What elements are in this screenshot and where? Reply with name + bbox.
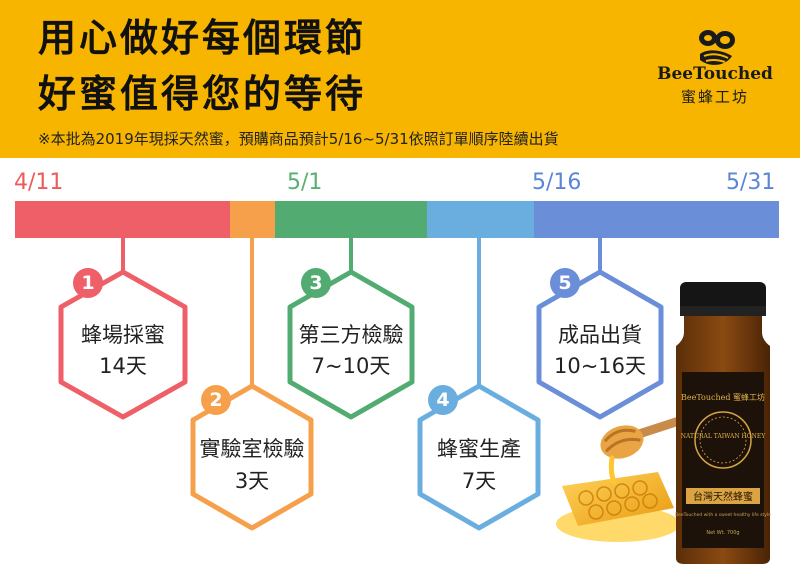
timeline-segment-4	[427, 201, 534, 238]
date-label-4-11: 4/11	[14, 170, 64, 195]
step-5-hexagon	[536, 269, 664, 420]
step-4-hexagon	[417, 383, 541, 531]
step-1-hexagon	[58, 269, 188, 420]
step-5-connector	[598, 238, 602, 272]
timeline-segment-3	[275, 201, 427, 238]
step-5-label: 成品出貨	[558, 323, 642, 347]
jar-sub-text: BeeTouched with a sweet healthy life sty…	[675, 512, 771, 518]
step-2-number: 2	[201, 385, 231, 415]
header-banner: 用心做好每個環節 好蜜值得您的等待 ※本批為2019年現採天然蜜，預購商品預計5…	[0, 0, 800, 158]
date-label-5-31: 5/31	[726, 170, 776, 195]
step-1-days: 14天	[99, 354, 147, 378]
step-2-hexagon	[190, 383, 314, 531]
step-2-connector	[250, 238, 254, 388]
jar-weight-text: Net Wt. 700g	[706, 530, 739, 536]
timeline-segment-5	[534, 201, 779, 238]
preorder-note: ※本批為2019年現採天然蜜，預購商品預計5/16~5/31依照訂單順序陸續出貨	[38, 130, 559, 148]
jar-brand-text: BeeTouched 蜜蜂工坊	[681, 392, 765, 402]
jar-badge-text: NATURAL TAIWAN HONEY	[681, 433, 767, 440]
timeline-segment-2	[230, 201, 275, 238]
title-line-1: 用心做好每個環節	[38, 16, 367, 60]
step-4-connector	[477, 238, 481, 388]
honey-product-image: BeeTouched 蜜蜂工坊 NATURAL TAIWAN HONEY 台灣天…	[556, 282, 771, 564]
step-5-days: 10~16天	[553, 354, 647, 378]
date-label-5-16: 5/16	[532, 170, 582, 195]
step-2-label: 實驗室檢驗	[199, 437, 305, 461]
brand-name-zh: 蜜蜂工坊	[680, 88, 749, 106]
bee-logo-icon	[699, 30, 735, 65]
jar-label-text: 台灣天然蜂蜜	[693, 490, 753, 503]
step-2-days: 3天	[234, 469, 270, 493]
honeycomb-cells	[578, 480, 658, 520]
step-3-hexagon	[287, 269, 415, 420]
step-1-number: 1	[73, 268, 103, 298]
step-3-label: 第三方檢驗	[298, 323, 404, 347]
date-label-5-1: 5/1	[287, 170, 323, 195]
step-4-label: 蜂蜜生產	[437, 437, 521, 461]
step-3-days: 7~10天	[311, 354, 391, 378]
step-1-connector	[121, 238, 125, 272]
step-4-number: 4	[428, 385, 458, 415]
brand-name-en: BeeTouched	[657, 64, 773, 84]
step-3-connector	[349, 238, 353, 272]
step-1-label: 蜂場採蜜	[81, 323, 165, 347]
honey-jar: BeeTouched 蜜蜂工坊 NATURAL TAIWAN HONEY 台灣天…	[675, 282, 771, 564]
step-4-days: 7天	[461, 469, 497, 493]
timeline-segment-1	[15, 201, 230, 238]
step-3-number: 3	[301, 268, 331, 298]
step-5-number: 5	[550, 268, 580, 298]
title-line-2: 好蜜值得您的等待	[38, 72, 367, 116]
